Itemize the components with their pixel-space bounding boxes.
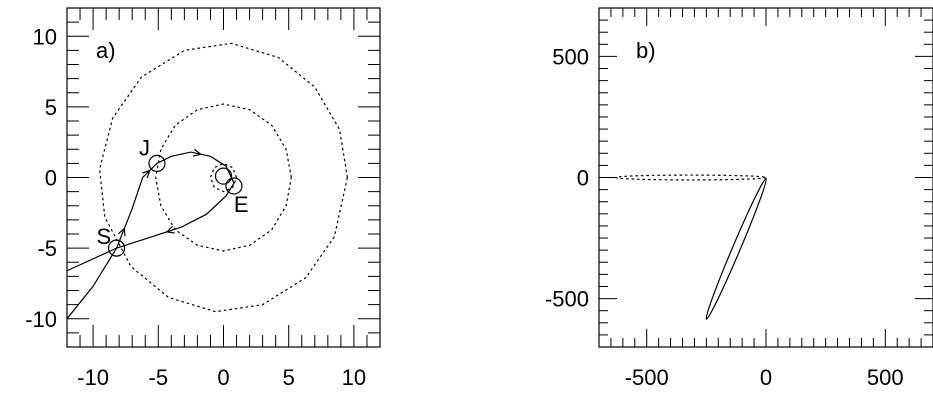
plot-area (615, 174, 767, 320)
dotted-orbit (98, 42, 348, 313)
axis-ticks (598, 7, 933, 348)
marker-circle (148, 154, 166, 172)
panel-label: a) (96, 38, 116, 63)
dotted-orbit (155, 103, 292, 252)
trajectory-line (67, 151, 235, 320)
x-tick-label: 500 (867, 365, 904, 390)
direction-arrow (165, 225, 175, 234)
marker-label: S (97, 224, 112, 249)
x-tick-label: -10 (77, 365, 109, 390)
solid-ellipse (705, 178, 767, 320)
x-tick-label: 0 (217, 365, 229, 390)
marker-circle (225, 177, 243, 195)
panel-a: -10 -5 0 5 10 -10 -5 0 5 10 a) J S E (25, 7, 381, 390)
plot-area (67, 42, 348, 320)
marker-circle (107, 239, 126, 257)
x-tick-label: 5 (283, 365, 295, 390)
x-tick-label: 0 (760, 365, 772, 390)
direction-arrow (192, 148, 203, 157)
y-tick-label: -5 (37, 236, 57, 261)
x-tick-label: -500 (625, 365, 669, 390)
marker-label: E (234, 192, 249, 217)
x-tick-label: 10 (342, 365, 366, 390)
panel-label: b) (636, 38, 656, 63)
y-tick-label: -500 (545, 287, 589, 312)
dotted-ellipse (615, 174, 767, 181)
y-tick-label: 0 (45, 166, 57, 191)
direction-arrow (142, 169, 151, 179)
y-tick-label: 10 (33, 24, 57, 49)
x-tick-label: -5 (149, 365, 169, 390)
axis-ticks (66, 7, 381, 348)
direction-arrow (118, 227, 126, 237)
marker-label: J (139, 135, 150, 160)
y-tick-label: 5 (45, 95, 57, 120)
panel-b: -500 0 500 -500 0 500 b) (545, 7, 933, 390)
y-tick-label: -10 (25, 307, 57, 332)
marker-circle (214, 167, 233, 185)
y-tick-label: 0 (577, 166, 589, 191)
y-tick-label: 500 (552, 44, 589, 69)
